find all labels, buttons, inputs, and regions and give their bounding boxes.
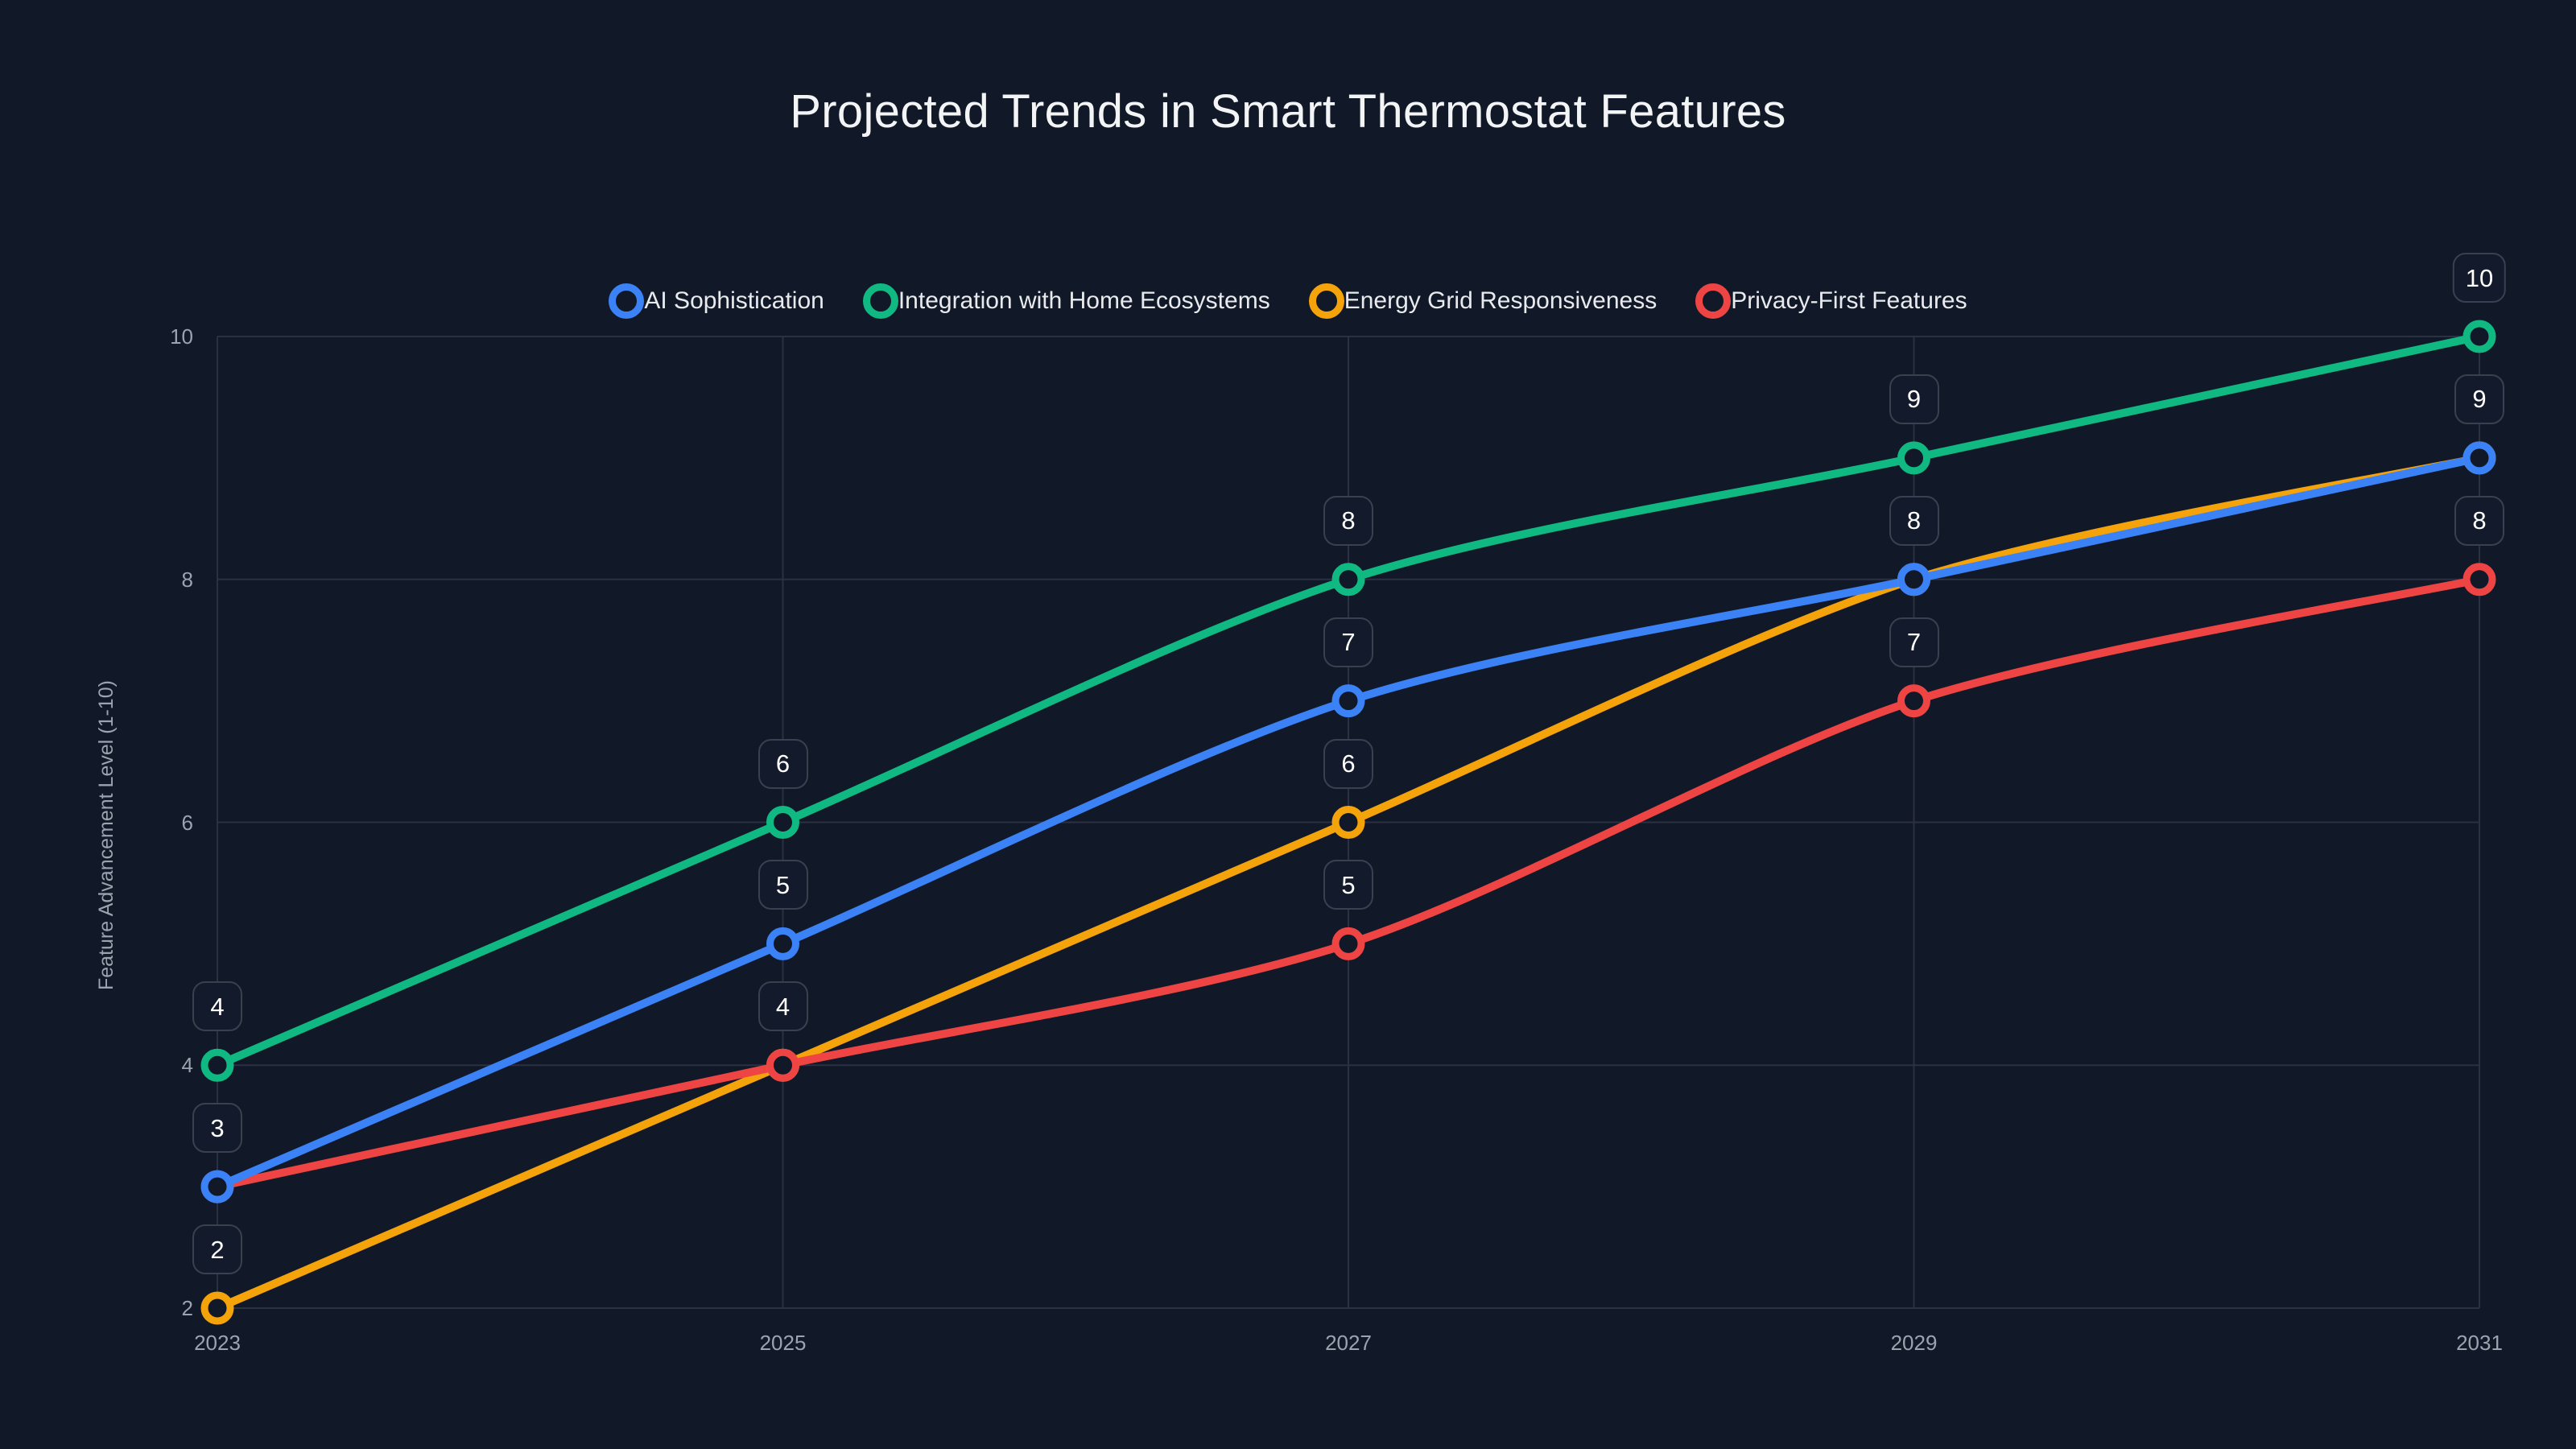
- data-point-marker[interactable]: [2462, 441, 2496, 475]
- data-point-marker[interactable]: [1331, 927, 1365, 960]
- x-axis-tick-label: 2027: [1325, 1331, 1372, 1355]
- data-point-value-badge: 7: [1889, 617, 1939, 667]
- data-point-value-badge: 3: [192, 1103, 242, 1154]
- data-point-marker[interactable]: [200, 1291, 234, 1325]
- legend-item-label: AI Sophistication: [644, 287, 824, 314]
- data-point-marker[interactable]: [200, 1170, 234, 1203]
- data-point-marker[interactable]: [1897, 563, 1930, 597]
- data-point-value-badge: 6: [758, 738, 808, 789]
- y-axis-tick-label: 2: [181, 1296, 193, 1320]
- data-point-value-badge: 4: [192, 981, 242, 1032]
- y-axis-tick-label: 8: [181, 567, 193, 592]
- y-axis-tick-label: 6: [181, 810, 193, 835]
- legend-item-label: Energy Grid Responsiveness: [1344, 287, 1657, 314]
- legend-item[interactable]: Privacy-First Features: [1695, 283, 1967, 319]
- data-point-marker[interactable]: [1331, 684, 1365, 718]
- data-point-value-badge: 10: [2452, 253, 2507, 303]
- legend-circle-icon: [862, 283, 898, 319]
- data-point-value-badge: 6: [1323, 738, 1373, 789]
- data-point-marker[interactable]: [766, 1048, 799, 1082]
- data-point-marker[interactable]: [2462, 320, 2496, 353]
- y-axis-tick-label: 4: [181, 1053, 193, 1078]
- data-point-value-badge: 2: [192, 1224, 242, 1274]
- x-axis-tick-label: 2029: [1890, 1331, 1938, 1355]
- data-point-value-badge: 8: [2454, 495, 2504, 546]
- legend-circle-icon: [1308, 283, 1344, 319]
- data-point-marker[interactable]: [2462, 563, 2496, 597]
- data-point-marker[interactable]: [766, 927, 799, 960]
- x-axis-tick-label: 2025: [759, 1331, 807, 1355]
- legend-item-label: Privacy-First Features: [1731, 287, 1967, 314]
- data-point-marker[interactable]: [1331, 806, 1365, 839]
- legend-item-label: Integration with Home Ecosystems: [898, 287, 1270, 314]
- data-point-marker[interactable]: [1331, 563, 1365, 597]
- data-point-value-badge: 4: [758, 981, 808, 1032]
- legend-item[interactable]: Energy Grid Responsiveness: [1308, 283, 1657, 319]
- legend-circle-icon: [1695, 283, 1732, 319]
- x-axis-tick-label: 2031: [2456, 1331, 2503, 1355]
- data-point-marker[interactable]: [200, 1048, 234, 1082]
- legend-item[interactable]: Integration with Home Ecosystems: [862, 283, 1270, 319]
- data-point-marker[interactable]: [1897, 441, 1930, 475]
- x-axis-tick-label: 2023: [194, 1331, 241, 1355]
- y-axis-tick-label: 10: [170, 324, 193, 349]
- data-point-value-badge: 9: [1889, 374, 1939, 424]
- data-point-value-badge: 9: [2454, 374, 2504, 424]
- data-point-marker[interactable]: [1897, 684, 1930, 718]
- page-title: Projected Trends in Smart Thermostat Fea…: [790, 85, 1786, 138]
- data-point-value-badge: 7: [1323, 617, 1373, 667]
- data-point-value-badge: 8: [1889, 495, 1939, 546]
- chart-legend: AI Sophistication Integration with Home E…: [0, 283, 2576, 319]
- data-point-value-badge: 8: [1323, 495, 1373, 546]
- y-axis-title: Feature Advancement Level (1-10): [95, 680, 118, 990]
- legend-circle-icon: [609, 283, 645, 319]
- legend-item[interactable]: AI Sophistication: [609, 283, 824, 319]
- data-point-marker[interactable]: [766, 806, 799, 839]
- data-point-value-badge: 5: [758, 860, 808, 910]
- data-point-value-badge: 5: [1323, 860, 1373, 910]
